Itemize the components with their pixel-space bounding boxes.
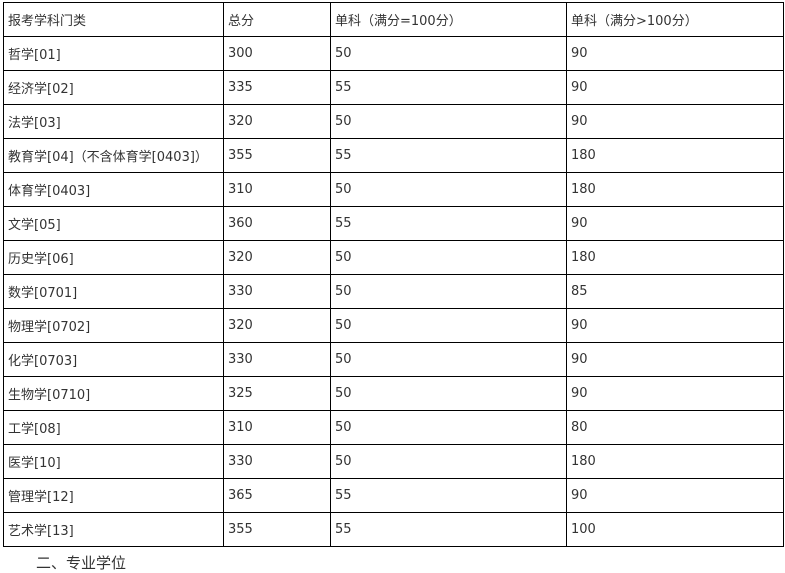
category-cell: 数学[0701] [3,274,224,309]
total-cell: 360 [223,206,331,241]
score-table: 报考学科门类 总分 单科（满分=100分） 单科（满分>100分） 哲学[01]… [3,2,784,547]
single-over-100-cell: 90 [566,70,784,105]
category-cell: 管理学[12] [3,478,224,513]
total-cell: 320 [223,308,331,343]
table-row: 哲学[01] 300 50 90 [3,36,784,71]
single-100-cell: 50 [330,104,567,139]
table-row: 管理学[12] 365 55 90 [3,478,784,513]
single-100-cell: 50 [330,342,567,377]
single-100-cell: 50 [330,410,567,445]
category-cell: 艺术学[13] [3,512,224,547]
single-100-cell: 55 [330,478,567,513]
header-single-100: 单科（满分=100分） [330,2,567,37]
total-cell: 330 [223,444,331,479]
single-over-100-cell: 90 [566,104,784,139]
table-row: 艺术学[13] 355 55 100 [3,512,784,547]
single-over-100-cell: 85 [566,274,784,309]
header-category: 报考学科门类 [3,2,224,37]
section-heading: 二、专业学位 [36,554,127,572]
category-cell: 体育学[0403] [3,172,224,207]
single-100-cell: 50 [330,444,567,479]
single-over-100-cell: 100 [566,512,784,547]
table-row: 体育学[0403] 310 50 180 [3,172,784,207]
single-100-cell: 55 [330,70,567,105]
single-over-100-cell: 90 [566,36,784,71]
single-over-100-cell: 90 [566,206,784,241]
single-100-cell: 50 [330,308,567,343]
table-row: 生物学[0710] 325 50 90 [3,376,784,411]
table-row: 医学[10] 330 50 180 [3,444,784,479]
category-cell: 医学[10] [3,444,224,479]
single-over-100-cell: 180 [566,240,784,275]
single-over-100-cell: 180 [566,172,784,207]
table-header-row: 报考学科门类 总分 单科（满分=100分） 单科（满分>100分） [3,2,784,37]
table-row: 化学[0703] 330 50 90 [3,342,784,377]
header-total: 总分 [223,2,331,37]
table-row: 法学[03] 320 50 90 [3,104,784,139]
category-cell: 哲学[01] [3,36,224,71]
single-over-100-cell: 180 [566,444,784,479]
category-cell: 物理学[0702] [3,308,224,343]
single-100-cell: 50 [330,274,567,309]
single-over-100-cell: 180 [566,138,784,173]
single-over-100-cell: 90 [566,308,784,343]
category-cell: 教育学[04]（不含体育学[0403]） [3,138,224,173]
total-cell: 365 [223,478,331,513]
category-cell: 经济学[02] [3,70,224,105]
total-cell: 355 [223,512,331,547]
single-100-cell: 55 [330,206,567,241]
total-cell: 330 [223,342,331,377]
table-row: 历史学[06] 320 50 180 [3,240,784,275]
header-single-over-100: 单科（满分>100分） [566,2,784,37]
total-cell: 300 [223,36,331,71]
single-over-100-cell: 90 [566,478,784,513]
single-over-100-cell: 80 [566,410,784,445]
single-over-100-cell: 90 [566,376,784,411]
total-cell: 320 [223,104,331,139]
single-100-cell: 50 [330,240,567,275]
table-row: 教育学[04]（不含体育学[0403]） 355 55 180 [3,138,784,173]
category-cell: 化学[0703] [3,342,224,377]
total-cell: 355 [223,138,331,173]
total-cell: 325 [223,376,331,411]
total-cell: 310 [223,172,331,207]
table-row: 工学[08] 310 50 80 [3,410,784,445]
table-row: 物理学[0702] 320 50 90 [3,308,784,343]
single-100-cell: 55 [330,512,567,547]
total-cell: 320 [223,240,331,275]
total-cell: 335 [223,70,331,105]
table-row: 文学[05] 360 55 90 [3,206,784,241]
category-cell: 历史学[06] [3,240,224,275]
table-row: 数学[0701] 330 50 85 [3,274,784,309]
total-cell: 330 [223,274,331,309]
category-cell: 文学[05] [3,206,224,241]
category-cell: 工学[08] [3,410,224,445]
single-100-cell: 50 [330,36,567,71]
category-cell: 法学[03] [3,104,224,139]
single-100-cell: 50 [330,376,567,411]
table-row: 经济学[02] 335 55 90 [3,70,784,105]
single-over-100-cell: 90 [566,342,784,377]
single-100-cell: 50 [330,172,567,207]
total-cell: 310 [223,410,331,445]
single-100-cell: 55 [330,138,567,173]
category-cell: 生物学[0710] [3,376,224,411]
